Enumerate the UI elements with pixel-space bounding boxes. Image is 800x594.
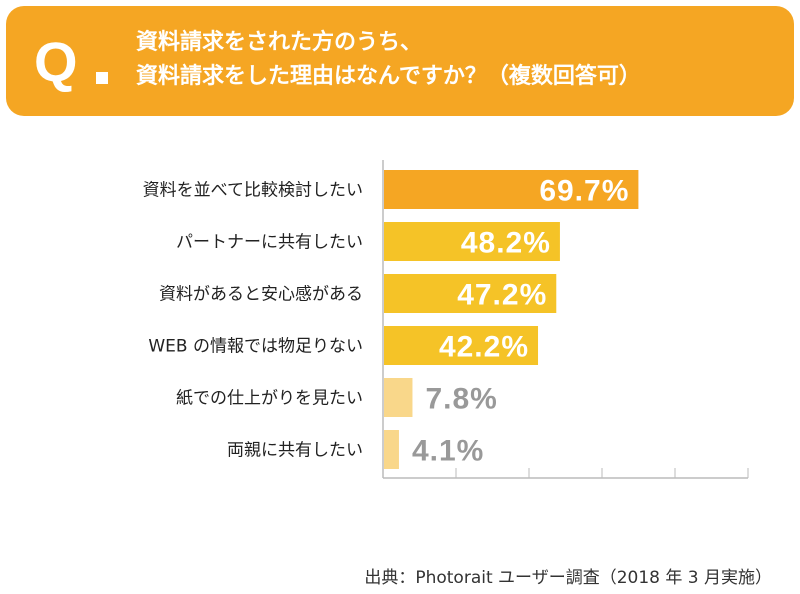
- value-label: 48.2%: [461, 227, 551, 260]
- source-note: 出典：Photorait ユーザー調査（2018 年 3 月実施）: [364, 563, 772, 588]
- category-label: 資料があると安心感がある: [159, 285, 363, 305]
- value-label: 7.8%: [425, 383, 497, 416]
- category-label: WEB の情報では物足りない: [148, 337, 363, 357]
- value-label: 4.1%: [412, 435, 484, 468]
- category-label: 紙での仕上がりを見たい: [176, 389, 363, 409]
- category-label: 資料を並べて比較検討したい: [143, 181, 363, 201]
- value-label: 69.7%: [539, 175, 629, 208]
- bar-chart: 資料を並べて比較検討したい 69.7% パートナーに共有したい 48.2% 資料があると…: [0, 0, 800, 594]
- bar: [384, 430, 399, 469]
- category-label: 両親に共有したい: [227, 441, 363, 461]
- value-label: 42.2%: [439, 331, 529, 364]
- value-label: 47.2%: [457, 279, 547, 312]
- bar: [384, 378, 412, 417]
- category-label: パートナーに共有したい: [176, 233, 363, 253]
